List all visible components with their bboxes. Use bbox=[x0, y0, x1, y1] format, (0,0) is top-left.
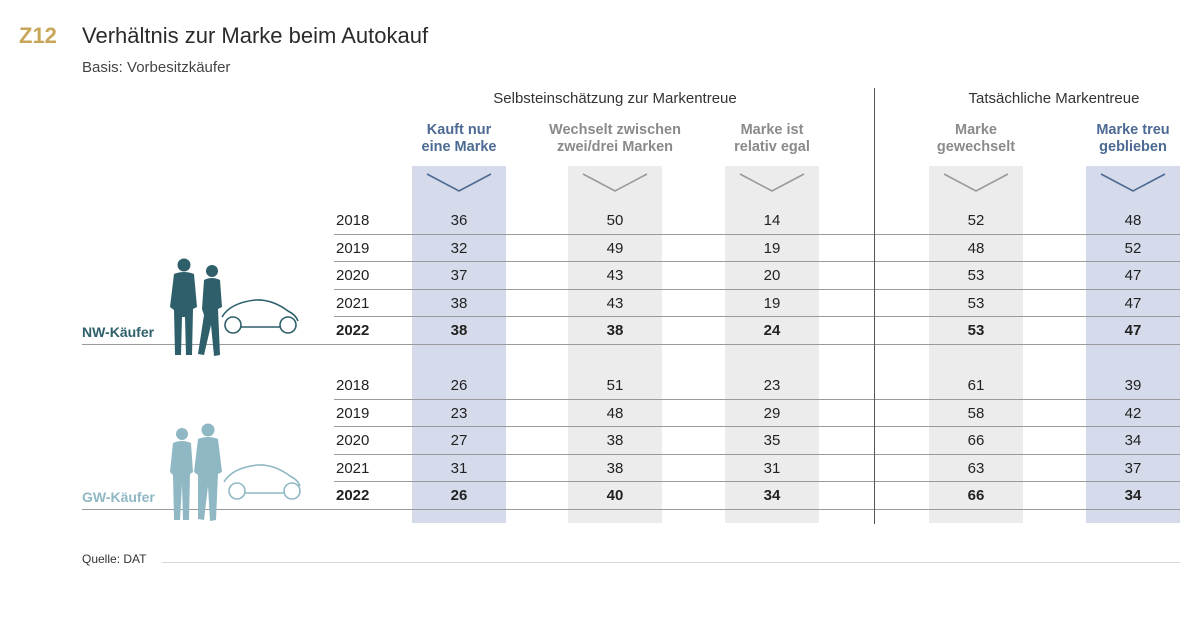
segment-bottom-line bbox=[82, 508, 1180, 510]
table-cell: 38 bbox=[450, 322, 468, 339]
group-header: Selbsteinschätzung zur Markentreue bbox=[493, 90, 737, 107]
table-cell: 43 bbox=[606, 294, 624, 312]
table-cell: 50 bbox=[606, 212, 624, 229]
table-cell: 43 bbox=[606, 267, 624, 284]
column-header: Wechselt zwischen zwei/drei Marken bbox=[549, 122, 681, 155]
row-year: 2021 bbox=[336, 294, 370, 312]
row-divider bbox=[334, 481, 1180, 482]
row-divider bbox=[334, 316, 1180, 317]
column-header: Kauft nur eine Marke bbox=[421, 122, 497, 155]
figure-code: Z12 bbox=[19, 23, 57, 48]
gw-buyers-illustration bbox=[170, 423, 301, 521]
table-cell: 19 bbox=[763, 294, 781, 312]
segment-label: NW-Käufer bbox=[82, 323, 155, 340]
column-band bbox=[725, 166, 819, 523]
table-cell: 31 bbox=[450, 459, 468, 477]
table-cell: 31 bbox=[763, 459, 781, 477]
table-cell: 35 bbox=[763, 432, 781, 449]
chevron-down-icon bbox=[1100, 173, 1166, 192]
table-cell: 38 bbox=[606, 432, 624, 449]
table-cell: 53 bbox=[967, 294, 985, 312]
table-cell: 39 bbox=[1124, 377, 1142, 394]
table-cell: 38 bbox=[606, 459, 624, 477]
column-band bbox=[568, 166, 662, 523]
table-cell: 34 bbox=[1124, 432, 1142, 449]
table-cell: 34 bbox=[763, 487, 781, 504]
column-band bbox=[1086, 166, 1180, 523]
chevron-down-icon bbox=[943, 173, 1009, 192]
table-cell: 23 bbox=[450, 404, 468, 422]
table-cell: 29 bbox=[763, 404, 781, 422]
table-cell: 49 bbox=[606, 239, 624, 257]
table-cell: 23 bbox=[763, 377, 781, 394]
chevron-down-icon bbox=[426, 173, 492, 192]
chart-subtitle: Basis: Vorbesitzkäufer bbox=[82, 59, 231, 76]
column-header: Marke ist relativ egal bbox=[734, 122, 810, 155]
table-cell: 47 bbox=[1124, 322, 1142, 339]
row-year: 2020 bbox=[336, 432, 370, 449]
segment-label: GW-Käufer bbox=[82, 488, 155, 505]
table-cell: 19 bbox=[763, 239, 781, 257]
table-cell: 27 bbox=[450, 432, 468, 449]
table-cell: 66 bbox=[967, 432, 985, 449]
column-band bbox=[929, 166, 1023, 523]
row-year: 2018 bbox=[336, 377, 370, 394]
row-divider bbox=[334, 233, 1180, 235]
table-cell: 32 bbox=[450, 239, 468, 257]
table-cell: 58 bbox=[967, 404, 985, 422]
table-cell: 47 bbox=[1124, 267, 1142, 284]
table-cell: 63 bbox=[967, 459, 985, 477]
group-divider bbox=[874, 88, 875, 524]
group-header: Tatsächliche Markentreue bbox=[968, 90, 1140, 107]
row-year: 2019 bbox=[336, 404, 370, 422]
column-header: Marke gewechselt bbox=[936, 122, 1016, 155]
segment-bottom-line bbox=[82, 343, 1180, 345]
source-note: Quelle: DAT bbox=[82, 552, 147, 566]
nw-buyers-illustration bbox=[170, 258, 299, 356]
column-header: Marke treu geblieben bbox=[1096, 122, 1170, 155]
row-year: 2019 bbox=[336, 239, 370, 257]
row-year: 2021 bbox=[336, 459, 370, 477]
table-cell: 48 bbox=[606, 404, 624, 422]
table-cell: 47 bbox=[1124, 294, 1142, 312]
table-cell: 37 bbox=[1124, 459, 1142, 477]
row-year: 2022 bbox=[336, 487, 370, 504]
table-cell: 38 bbox=[606, 322, 624, 339]
row-divider bbox=[334, 288, 1180, 290]
row-divider bbox=[334, 426, 1180, 427]
table-cell: 38 bbox=[450, 294, 468, 312]
row-year: 2020 bbox=[336, 267, 370, 284]
table-cell: 37 bbox=[450, 267, 468, 284]
chart-title: Verhältnis zur Marke beim Autokauf bbox=[82, 23, 429, 48]
row-year: 2018 bbox=[336, 212, 370, 229]
table-cell: 66 bbox=[967, 487, 985, 504]
table-cell: 48 bbox=[1124, 212, 1142, 229]
table-cell: 26 bbox=[450, 377, 468, 394]
column-band bbox=[412, 166, 506, 523]
table-cell: 51 bbox=[606, 377, 624, 394]
row-divider bbox=[334, 398, 1180, 400]
table-cell: 40 bbox=[606, 487, 624, 504]
chevron-down-icon bbox=[582, 173, 648, 192]
table-cell: 34 bbox=[1124, 487, 1142, 504]
table-cell: 26 bbox=[450, 487, 468, 504]
row-year: 2022 bbox=[336, 322, 370, 339]
table-cell: 48 bbox=[967, 239, 985, 257]
row-divider bbox=[334, 453, 1180, 455]
table-cell: 42 bbox=[1124, 404, 1142, 422]
table-cell: 53 bbox=[967, 267, 985, 284]
table-cell: 36 bbox=[450, 212, 468, 229]
table-cell: 52 bbox=[1124, 239, 1142, 257]
table-cell: 14 bbox=[763, 212, 781, 229]
chevron-down-icon bbox=[739, 173, 805, 192]
table-cell: 20 bbox=[763, 267, 781, 284]
source-divider bbox=[162, 562, 1180, 563]
row-divider bbox=[334, 261, 1180, 262]
table-cell: 53 bbox=[967, 322, 985, 339]
table-cell: 24 bbox=[763, 322, 781, 339]
table-cell: 61 bbox=[967, 377, 985, 394]
table-cell: 52 bbox=[967, 212, 985, 229]
